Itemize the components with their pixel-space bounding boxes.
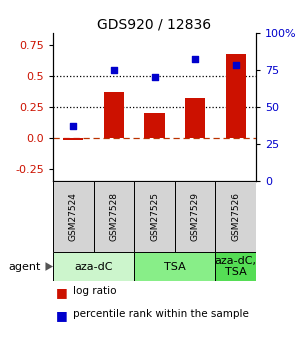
Title: GDS920 / 12836: GDS920 / 12836 [98,18,211,32]
Bar [53,252,134,281]
Bar [63,138,83,140]
Text: GSM27524: GSM27524 [69,192,78,241]
Text: TSA: TSA [164,262,186,272]
Bar [215,252,256,281]
Bar [185,98,205,138]
Text: aza-dC,
TSA: aza-dC, TSA [215,256,257,277]
Bar [134,252,215,281]
Text: percentile rank within the sample: percentile rank within the sample [73,309,248,319]
Point [233,63,238,68]
Text: ■: ■ [56,309,68,322]
Text: GSM27526: GSM27526 [231,192,240,241]
Text: GSM27525: GSM27525 [150,192,159,241]
Point [71,124,76,129]
Polygon shape [45,262,53,271]
Text: log ratio: log ratio [73,286,116,296]
Text: GSM27528: GSM27528 [109,192,118,241]
Point [152,75,157,80]
Bar [225,54,246,138]
Bar [145,113,165,138]
Text: aza-dC: aza-dC [74,262,113,272]
Bar [134,181,175,252]
Bar [175,181,215,252]
Text: GSM27529: GSM27529 [191,192,200,241]
Text: agent: agent [8,262,41,272]
Bar [53,181,94,252]
Text: ■: ■ [56,286,68,299]
Point [193,57,198,62]
Bar [104,92,124,138]
Bar [94,181,134,252]
Bar [215,181,256,252]
Point [112,67,116,72]
